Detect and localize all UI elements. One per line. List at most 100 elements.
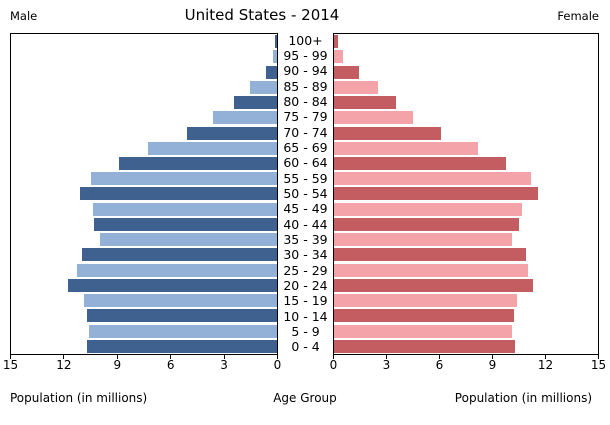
age-group-label: 0 - 4	[291, 339, 320, 355]
male-axis-label: Population (in millions)	[10, 391, 148, 405]
female-bar-row	[334, 263, 598, 277]
male-bar-row	[11, 80, 277, 94]
female-bar-35-39	[334, 233, 512, 247]
male-label: Male	[10, 9, 38, 23]
male-bar-35-39	[99, 233, 277, 247]
axis-tick-mark	[63, 355, 65, 359]
female-bar-row	[334, 202, 598, 216]
female-bar-95-99	[334, 50, 343, 64]
age-group-label: 70 - 74	[283, 124, 328, 140]
female-bar-row	[334, 126, 598, 140]
axis-tick-mark	[170, 355, 172, 359]
female-bar-30-34	[334, 248, 526, 262]
male-bars-panel	[10, 33, 278, 355]
female-bar-row	[334, 278, 598, 292]
age-group-label: 40 - 44	[283, 216, 328, 232]
male-bar-85-89	[250, 80, 277, 94]
age-group-label: 50 - 54	[283, 185, 328, 201]
male-bar-25-29	[76, 263, 277, 277]
age-group-label: 35 - 39	[283, 231, 328, 247]
female-bar-60-64	[334, 156, 507, 170]
female-bar-row	[334, 156, 598, 170]
male-bar-40-44	[94, 217, 277, 231]
male-bar-row	[11, 141, 277, 155]
axis-tick-mark	[333, 355, 334, 359]
female-bar-row	[334, 187, 598, 201]
male-bar-20-24	[67, 278, 277, 292]
male-bar-row	[11, 248, 277, 262]
female-bar-row	[334, 324, 598, 338]
male-bar-10-14	[87, 309, 277, 323]
female-bar-10-14	[334, 309, 514, 323]
age-group-label: 75 - 79	[283, 109, 328, 125]
age-group-label: 80 - 84	[283, 93, 328, 109]
female-bar-55-59	[334, 172, 532, 186]
axis-tick-mark	[492, 355, 493, 359]
female-bar-40-44	[334, 217, 519, 231]
female-bar-90-94	[334, 65, 359, 79]
male-bar-65-69	[147, 141, 277, 155]
male-bar-100+	[275, 35, 277, 49]
female-bar-25-29	[334, 263, 528, 277]
female-bar-75-79	[334, 111, 414, 125]
age-group-label: 30 - 34	[283, 247, 328, 263]
male-bar-row	[11, 309, 277, 323]
axis-tick-mark	[116, 355, 118, 359]
age-group-label: 25 - 29	[283, 262, 328, 278]
female-bar-5-9	[334, 324, 512, 338]
male-bar-row	[11, 278, 277, 292]
axis-tick-label: 6	[435, 358, 444, 372]
male-bar-row	[11, 35, 277, 49]
male-bar-60-64	[119, 156, 277, 170]
male-bar-row	[11, 233, 277, 247]
female-bar-row	[334, 96, 598, 110]
female-bar-45-49	[334, 202, 523, 216]
male-bar-30-34	[81, 248, 277, 262]
female-bar-row	[334, 80, 598, 94]
axis-tick-mark	[10, 355, 11, 359]
female-bar-15-19	[334, 294, 518, 308]
axis-tick-label: 6	[166, 358, 175, 372]
male-bar-55-59	[90, 172, 277, 186]
axis-tick-label: 0	[329, 358, 338, 372]
female-axis-label: Population (in millions)	[454, 391, 592, 405]
female-bar-50-54	[334, 187, 539, 201]
axis-tick-mark	[277, 355, 278, 359]
axis-tick-mark	[598, 355, 599, 359]
female-bar-row	[334, 309, 598, 323]
male-bar-row	[11, 172, 277, 186]
male-bar-row	[11, 50, 277, 64]
axis-tick-mark	[223, 355, 225, 359]
age-group-label: 55 - 59	[283, 170, 328, 186]
age-group-label: 85 - 89	[283, 78, 328, 94]
female-bar-100+	[334, 35, 338, 49]
male-bar-15-19	[83, 294, 277, 308]
axis-tick-label: 15	[590, 358, 607, 372]
chart-title: United States - 2014	[184, 6, 340, 24]
female-bar-row	[334, 233, 598, 247]
axis-tick-mark	[545, 355, 546, 359]
female-label: Female	[557, 9, 599, 23]
age-group-label: 100+	[288, 32, 323, 48]
age-group-label: 45 - 49	[283, 201, 328, 217]
male-bar-row	[11, 294, 277, 308]
axis-tick-label: 3	[220, 358, 228, 372]
axis-tick-label: 12	[56, 358, 72, 372]
female-bar-row	[334, 50, 598, 64]
female-bar-80-84	[334, 96, 396, 110]
male-bar-row	[11, 263, 277, 277]
age-group-label: 10 - 14	[283, 308, 328, 324]
age-group-label: 60 - 64	[283, 155, 328, 171]
age-group-label: 95 - 99	[283, 47, 328, 63]
female-bar-85-89	[334, 80, 378, 94]
female-bar-row	[334, 35, 598, 49]
age-group-label: 90 - 94	[283, 63, 328, 79]
age-group-label: 20 - 24	[283, 277, 328, 293]
axis-tick-label: 0	[273, 358, 282, 372]
axis-tick-mark	[439, 355, 440, 359]
male-bar-0-4	[87, 339, 277, 353]
age-group-axis-label: Age Group	[273, 391, 337, 405]
age-group-label: 65 - 69	[283, 139, 328, 155]
female-bar-row	[334, 111, 598, 125]
